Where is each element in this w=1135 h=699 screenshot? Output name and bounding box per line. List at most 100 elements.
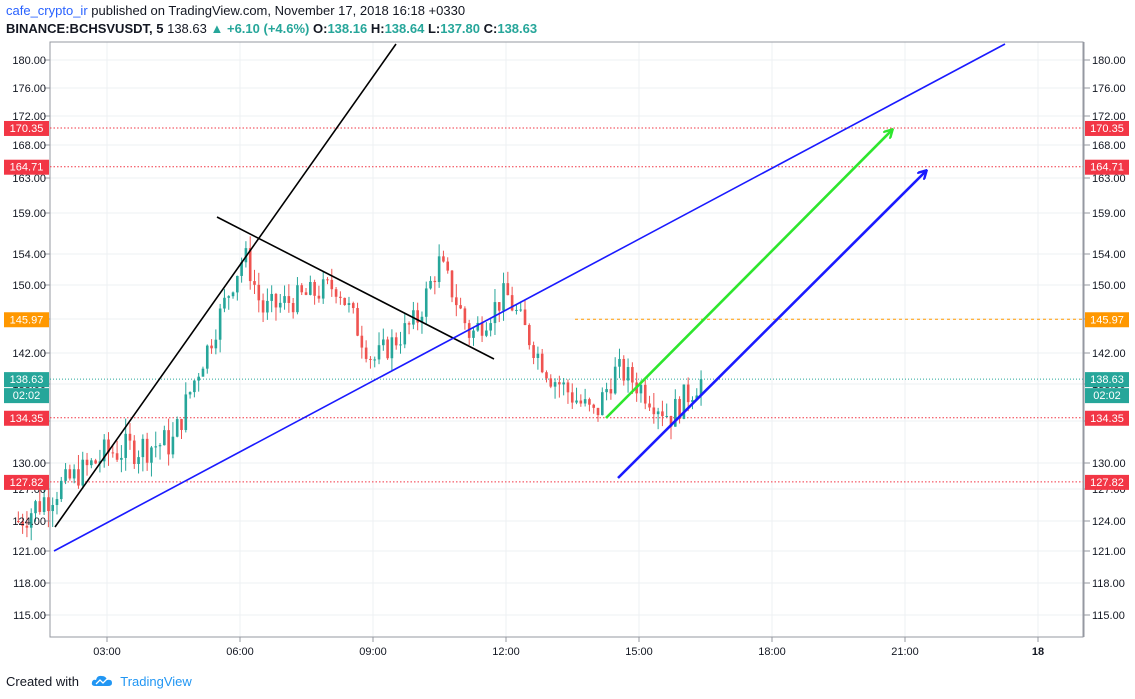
candle-body [137, 457, 140, 464]
price-label-left-bg [4, 474, 49, 490]
candle-body [38, 501, 42, 512]
candle-body [673, 398, 677, 427]
candle-body [377, 345, 381, 360]
candle-body [618, 358, 621, 367]
candle-body [532, 345, 535, 358]
candle-body [601, 392, 604, 416]
x-tick-label: 12:00 [492, 646, 520, 658]
candle-body [47, 497, 50, 512]
candle-body [493, 302, 497, 324]
author-link[interactable]: cafe_crypto_ir [6, 3, 88, 18]
blue-channel-line[interactable] [53, 43, 1006, 552]
candle-body [609, 389, 613, 394]
x-tick-label: 18:00 [758, 646, 786, 658]
low-label: L: [427, 21, 441, 36]
candle-body [592, 404, 596, 408]
candle-body [489, 323, 492, 331]
candle-body [72, 469, 76, 479]
price-label-right: 170.35 [1090, 123, 1124, 135]
candle-body [274, 293, 278, 308]
candle-body [626, 367, 630, 381]
candle-body [356, 308, 359, 336]
candle-body [141, 438, 145, 458]
candle-body [330, 279, 334, 290]
price-label-left-bg [4, 159, 49, 175]
candle-body [540, 353, 544, 373]
candle-body [691, 400, 694, 403]
candle-body [201, 368, 205, 377]
candle-body [403, 323, 407, 345]
candle-body [373, 359, 377, 361]
right-price-axis: 115.00118.00121.00124.00127.00130.00134.… [1084, 55, 1126, 622]
candle-body [158, 445, 162, 447]
candle-body [446, 261, 450, 271]
y-tick-label: 154.00 [1092, 249, 1126, 261]
candle-body [351, 303, 355, 309]
green-target-arrow[interactable] [605, 130, 892, 419]
candle-body [502, 283, 505, 311]
candle-body [64, 469, 67, 481]
candle-body [515, 309, 518, 311]
candle-body [231, 292, 235, 297]
chart-header-ohlc: BINANCE:BCHSVUSDT, 5 138.63 ▲ +6.10 (+4.… [6, 21, 537, 36]
candle-body [536, 353, 540, 358]
candle-body [94, 460, 97, 464]
black-trendline-steep[interactable] [54, 43, 397, 528]
candle-body [459, 305, 462, 309]
candle-body [68, 469, 72, 479]
candle-body [369, 358, 372, 360]
y-tick-label: 115.00 [1092, 610, 1125, 622]
y-tick-label: 124.00 [1092, 516, 1126, 528]
y-tick-label: 154.00 [12, 249, 46, 261]
open-value: 138.16 [327, 21, 368, 36]
candle-body [193, 380, 196, 393]
y-tick-label: 172.00 [12, 111, 46, 123]
tradingview-link[interactable]: TradingView [120, 674, 192, 689]
candle-body [463, 308, 467, 324]
candle-body [266, 300, 269, 313]
candle-body [270, 293, 273, 301]
candle-body [424, 288, 428, 317]
candle-body [613, 366, 617, 394]
countdown-left-bg [4, 388, 49, 404]
candle-body [390, 337, 394, 359]
candle-body [214, 339, 218, 349]
candle-body [476, 322, 480, 331]
symbol-label[interactable]: BINANCE:BCHSVUSDT, 5 [6, 21, 164, 36]
candle-body [407, 323, 411, 325]
candle-body [699, 379, 703, 396]
candle-body [656, 411, 660, 415]
candle-body [278, 302, 282, 308]
candle-body [334, 289, 338, 297]
open-label: O: [313, 21, 328, 36]
price-label-right: 145.97 [1090, 314, 1124, 326]
candle-body [90, 460, 93, 466]
candle-body [128, 433, 132, 441]
candle-body [429, 280, 432, 289]
y-tick-label: 124.00 [12, 516, 46, 528]
candle-body [154, 446, 158, 448]
candle-body [77, 469, 80, 486]
y-tick-label: 168.00 [12, 140, 46, 152]
chart-grid [50, 42, 1083, 637]
y-tick-label: 168.00 [1092, 140, 1126, 152]
candle-body [442, 256, 445, 262]
candle-body [111, 452, 115, 454]
price-label-right-bg [1085, 159, 1129, 175]
last-price: 138.63 [167, 21, 207, 36]
black-trendline-down[interactable] [216, 216, 495, 360]
candle-body [145, 438, 149, 463]
candle-body [150, 447, 153, 463]
close-label: C: [483, 21, 498, 36]
y-tick-label: 121.00 [12, 546, 46, 558]
created-with-text: Created with [6, 674, 79, 689]
blue-target-arrow[interactable] [617, 171, 926, 479]
high-value: 138.64 [384, 21, 425, 36]
x-tick-label: 18 [1032, 646, 1044, 658]
candle-body [25, 525, 29, 528]
price-label-left-bg [4, 312, 49, 328]
candle-body [167, 430, 170, 455]
tradingview-logo-icon [91, 675, 113, 690]
y-tick-label: 142.00 [1092, 348, 1126, 360]
